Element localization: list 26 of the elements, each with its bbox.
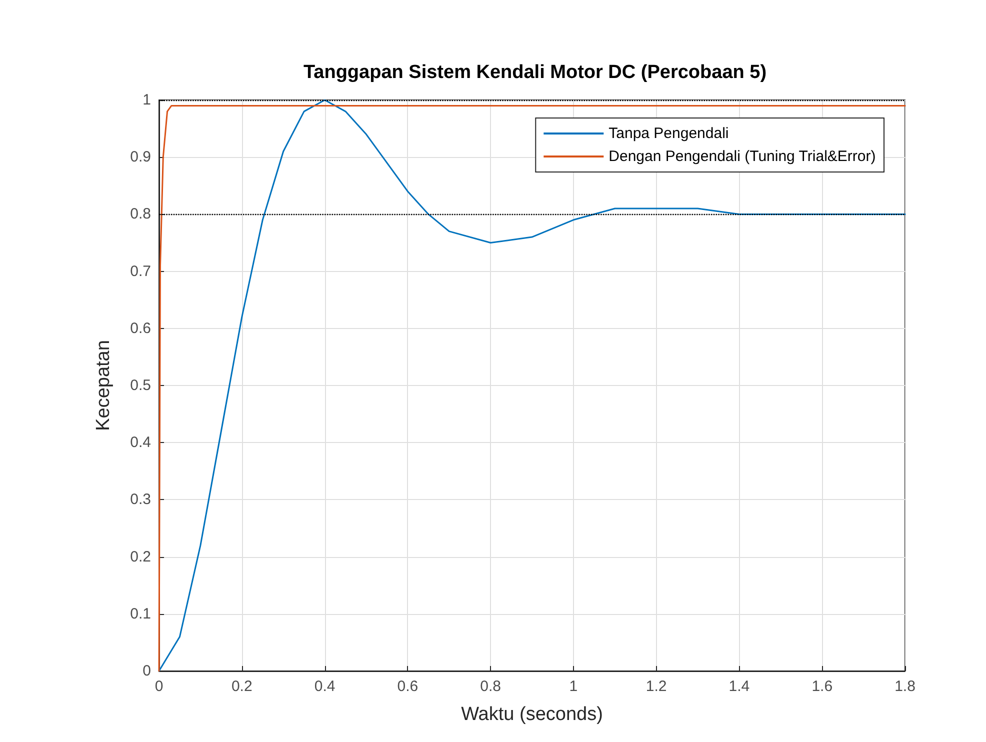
- legend-label: Tanpa Pengendali: [608, 125, 729, 142]
- x-axis-title: Waktu (seconds): [461, 704, 603, 725]
- x-tick-label: 0: [154, 678, 164, 695]
- y-tick-label: 0.9: [130, 148, 151, 166]
- x-tick-label: 1.6: [812, 678, 833, 695]
- y-tick-label: 0.3: [130, 491, 151, 508]
- y-tick-label: 0.7: [130, 262, 151, 280]
- y-tick-label: 0.2: [130, 548, 151, 566]
- y-tick-label: 0.8: [130, 206, 151, 223]
- legend-label: Dengan Pengendali (Tuning Trial&Error): [608, 148, 876, 165]
- x-tick-label: 1.2: [646, 678, 667, 695]
- y-tick-label: 0.5: [130, 377, 151, 394]
- x-tick-label: 0.2: [231, 678, 252, 695]
- y-tick-label: 1: [142, 92, 151, 108]
- x-tick-label: 1.8: [894, 678, 916, 695]
- x-tick-label: 0.8: [480, 678, 501, 695]
- y-tick-label: 0: [142, 662, 151, 680]
- x-tick-label: 0.6: [397, 678, 418, 695]
- y-tick-label: 0.6: [130, 320, 151, 337]
- x-tick-label: 1: [569, 678, 578, 695]
- y-tick-label: 0.1: [130, 605, 151, 622]
- chart-title: Tanggapan Sistem Kendali Motor DC (Percobaan 5): [303, 62, 767, 83]
- x-tick-label: 1.4: [728, 678, 750, 695]
- y-tick-label: 0.4: [130, 434, 151, 452]
- x-tick-label: 0.4: [314, 678, 336, 695]
- y-axis-title: Kecepatan: [93, 340, 114, 431]
